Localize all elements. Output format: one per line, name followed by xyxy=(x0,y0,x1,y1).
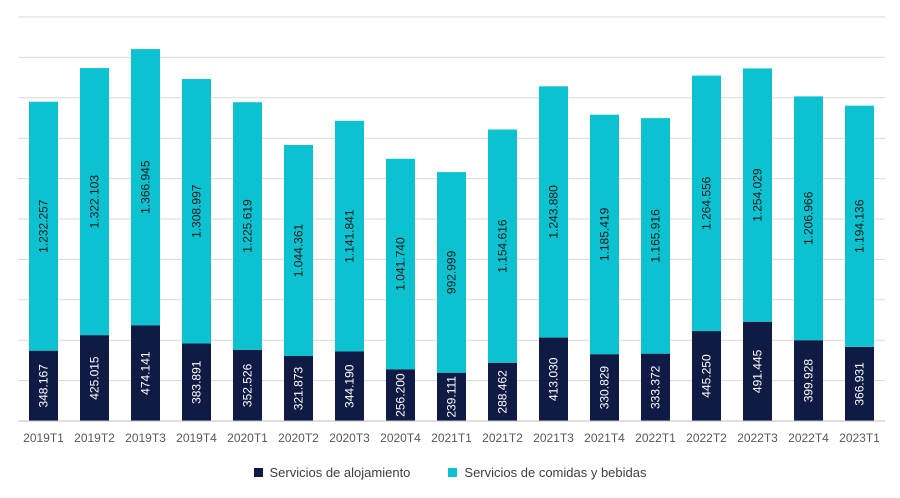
x-tick-label-2021T1: 2021T1 xyxy=(431,431,472,445)
data-label-comidas-2020T4: 1.041.740 xyxy=(394,237,408,291)
bar-segment-comidas-2020T2 xyxy=(284,145,313,356)
x-tick-label-2020T1: 2020T1 xyxy=(227,431,268,445)
bar-segment-comidas-2022T4 xyxy=(794,96,823,341)
legend-swatch-alojamiento xyxy=(253,467,263,477)
bar-segment-comidas-2019T1 xyxy=(29,101,58,351)
bar-segment-alojamiento-2022T1 xyxy=(641,353,670,421)
legend-swatch-comidas xyxy=(448,467,458,477)
data-label-comidas-2022T2: 1.264.556 xyxy=(700,176,714,230)
data-label-comidas-2021T3: 1.243.880 xyxy=(547,185,561,239)
data-label-alojamiento-2021T4: 330.829 xyxy=(598,366,612,410)
bar-segment-alojamiento-2019T3 xyxy=(131,325,160,421)
data-label-alojamiento-2021T2: 288.462 xyxy=(496,370,510,414)
data-label-alojamiento-2021T1: 239.111 xyxy=(445,376,459,418)
bar-segment-comidas-2020T3 xyxy=(335,120,364,352)
data-label-comidas-2023T1: 1.194.136 xyxy=(853,199,867,253)
x-tick-label-2019T2: 2019T2 xyxy=(74,431,115,445)
bar-segment-alojamiento-2021T1 xyxy=(437,372,466,421)
data-label-comidas-2022T4: 1.206.966 xyxy=(802,191,816,245)
data-label-comidas-2019T3: 1.366.945 xyxy=(139,160,153,214)
bars xyxy=(29,49,874,421)
data-label-alojamiento-2022T3: 491.445 xyxy=(751,349,765,393)
data-label-alojamiento-2020T1: 352.526 xyxy=(241,363,255,407)
data-label-alojamiento-2022T2: 445.250 xyxy=(700,354,714,398)
legend-label-comidas: Servicios de comidas y bebidas xyxy=(464,464,647,480)
bar-segment-comidas-2019T4 xyxy=(182,79,211,344)
x-tick-label-2022T4: 2022T4 xyxy=(788,431,829,445)
data-label-alojamiento-2020T4: 256.200 xyxy=(394,373,408,417)
bar-segment-comidas-2021T2 xyxy=(488,129,517,363)
data-label-alojamiento-2019T4: 383.891 xyxy=(190,360,204,404)
data-label-comidas-2021T1: 992.999 xyxy=(445,250,459,294)
bar-segment-comidas-2022T3 xyxy=(743,68,772,322)
x-tick-label-2023T1: 2023T1 xyxy=(839,431,880,445)
bar-segment-alojamiento-2023T1 xyxy=(845,346,874,421)
data-label-alojamiento-2019T2: 425.015 xyxy=(88,356,102,400)
x-tick-label-2022T3: 2022T3 xyxy=(737,431,778,445)
data-label-comidas-2021T2: 1.154.616 xyxy=(496,219,510,273)
bar-segment-alojamiento-2019T4 xyxy=(182,343,211,421)
x-tick-label-2019T4: 2019T4 xyxy=(176,431,217,445)
bar-segment-alojamiento-2020T4 xyxy=(386,369,415,421)
bar-segment-comidas-2023T1 xyxy=(845,105,874,347)
bar-segment-comidas-2021T4 xyxy=(590,114,619,355)
x-tick-label-2019T1: 2019T1 xyxy=(23,431,64,445)
bar-segment-comidas-2020T1 xyxy=(233,102,262,350)
data-label-alojamiento-2019T3: 474.141 xyxy=(139,351,153,395)
bar-segment-alojamiento-2020T1 xyxy=(233,349,262,421)
bar-segment-comidas-2019T3 xyxy=(131,49,160,326)
data-label-comidas-2019T2: 1.322.103 xyxy=(88,175,102,229)
data-label-alojamiento-2019T1: 348.167 xyxy=(37,364,51,408)
x-tick-label-2022T1: 2022T1 xyxy=(635,431,676,445)
legend-item-comidas: Servicios de comidas y bebidas xyxy=(448,464,647,480)
bar-segment-alojamiento-2020T3 xyxy=(335,351,364,421)
data-label-alojamiento-2022T4: 399.928 xyxy=(802,359,816,403)
bar-segment-alojamiento-2021T3 xyxy=(539,337,568,421)
data-label-alojamiento-2021T3: 413.030 xyxy=(547,357,561,401)
x-axis-tick-labels: 2019T1 2019T2 2019T3 2019T4 2020T1 2020T2 2020… xyxy=(23,431,880,445)
data-label-comidas-2019T4: 1.308.997 xyxy=(190,184,204,238)
data-label-alojamiento-2020T2: 321.873 xyxy=(292,366,306,410)
bar-segment-alojamiento-2022T4 xyxy=(794,340,823,421)
x-tick-label-2020T3: 2020T3 xyxy=(329,431,370,445)
data-label-comidas-2022T1: 1.165.916 xyxy=(649,209,663,263)
x-tick-label-2022T2: 2022T2 xyxy=(686,431,727,445)
legend-item-alojamiento: Servicios de alojamiento xyxy=(253,464,411,480)
bar-segment-alojamiento-2019T2 xyxy=(80,335,109,421)
bar-segment-alojamiento-2020T2 xyxy=(284,355,313,421)
bar-segment-alojamiento-2022T3 xyxy=(743,321,772,421)
data-label-comidas-2020T1: 1.225.619 xyxy=(241,199,255,253)
data-label-comidas-2020T2: 1.044.361 xyxy=(292,223,306,277)
bar-segment-comidas-2022T1 xyxy=(641,118,670,354)
data-label-alojamiento-2022T1: 333.372 xyxy=(649,365,663,409)
data-label-comidas-2020T3: 1.141.841 xyxy=(343,209,357,263)
bar-segment-comidas-2021T1 xyxy=(437,172,466,373)
x-tick-label-2020T4: 2020T4 xyxy=(380,431,421,445)
data-label-comidas-2019T1: 1.232.257 xyxy=(37,199,51,253)
x-tick-label-2019T3: 2019T3 xyxy=(125,431,166,445)
bar-segment-alojamiento-2019T1 xyxy=(29,350,58,421)
legend: Servicios de alojamiento Servicios de co… xyxy=(0,462,900,482)
x-tick-label-2021T3: 2021T3 xyxy=(533,431,574,445)
data-label-alojamiento-2020T3: 344.190 xyxy=(343,364,357,408)
data-label-alojamiento-2023T1: 366.931 xyxy=(853,362,867,406)
data-labels: 348.167 1.232.257 425.015 1.322.103 474.141 1… xyxy=(37,160,867,418)
x-tick-label-2021T4: 2021T4 xyxy=(584,431,625,445)
data-label-comidas-2021T4: 1.185.419 xyxy=(598,207,612,261)
bar-segment-comidas-2020T4 xyxy=(386,158,415,370)
bar-segment-alojamiento-2022T2 xyxy=(692,331,721,421)
bar-segment-alojamiento-2021T4 xyxy=(590,354,619,421)
x-tick-label-2021T2: 2021T2 xyxy=(482,431,523,445)
bar-segment-comidas-2021T3 xyxy=(539,86,568,338)
bar-segment-comidas-2022T2 xyxy=(692,75,721,332)
bar-segment-comidas-2019T2 xyxy=(80,68,109,336)
bar-segment-alojamiento-2021T2 xyxy=(488,362,517,421)
x-tick-label-2020T2: 2020T2 xyxy=(278,431,319,445)
legend-label-alojamiento: Servicios de alojamiento xyxy=(269,464,411,480)
data-label-comidas-2022T3: 1.254.029 xyxy=(751,168,765,222)
